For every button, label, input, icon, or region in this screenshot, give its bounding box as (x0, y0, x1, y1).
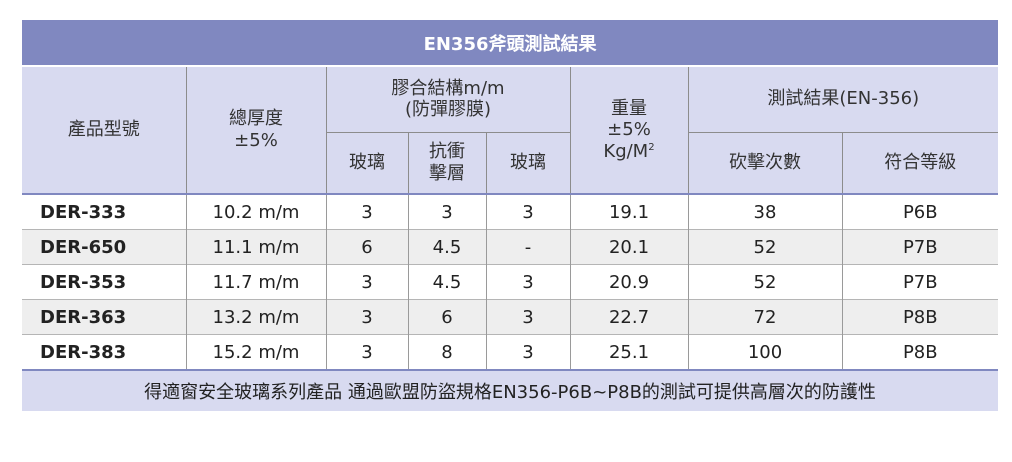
cell-glass-b: 3 (486, 334, 571, 370)
header-weight-tolerance: ±5% (607, 119, 651, 141)
header-thickness: 總厚度 ±5% (186, 66, 327, 194)
cell-glass-a: 3 (326, 334, 409, 370)
header-glass-a: 玻璃 (326, 132, 409, 194)
cell-grade: P7B (842, 229, 999, 265)
cell-weight: 20.1 (570, 229, 689, 265)
cell-glass-b: 3 (486, 264, 571, 300)
header-grade: 符合等級 (842, 132, 999, 194)
cell-strikes: 52 (688, 229, 843, 265)
header-bond-line2: 擊層 (429, 162, 465, 184)
cell-glass-a: 3 (326, 193, 409, 230)
cell-strikes: 72 (688, 299, 843, 335)
header-thickness-label: 總厚度 (229, 108, 283, 130)
cell-thickness: 13.2 m/m (186, 299, 327, 335)
header-structure: 膠合結構m/m (防彈膠膜) (326, 66, 571, 133)
cell-glass-a: 3 (326, 299, 409, 335)
cell-model: DER-383 (22, 334, 187, 370)
cell-bond: 6 (408, 299, 487, 335)
cell-glass-b: 3 (486, 299, 571, 335)
cell-glass-a: 3 (326, 264, 409, 300)
cell-grade: P6B (842, 193, 999, 230)
table-row: DER-333 10.2 m/m 3 3 3 19.1 38 P6B (22, 193, 999, 230)
cell-bond: 8 (408, 334, 487, 370)
cell-grade: P7B (842, 264, 999, 300)
cell-grade: P8B (842, 334, 999, 370)
header-glass-b: 玻璃 (486, 132, 571, 194)
header-structure-sub: (防彈膠膜) (404, 99, 492, 121)
cell-bond: 4.5 (408, 264, 487, 300)
cell-glass-b: - (486, 229, 571, 265)
cell-weight: 25.1 (570, 334, 689, 370)
header-weight-label: 重量 (611, 97, 647, 119)
cell-weight: 19.1 (570, 193, 689, 230)
cell-bond: 3 (408, 193, 487, 230)
table-row: DER-383 15.2 m/m 3 8 3 25.1 100 P8B (22, 334, 999, 370)
cell-model: DER-353 (22, 264, 187, 300)
en356-test-table: EN356斧頭測試結果 產品型號 總厚度 ±5% 膠合結構m/m (防彈膠膜) … (22, 20, 999, 411)
cell-model: DER-363 (22, 299, 187, 335)
cell-weight: 20.9 (570, 264, 689, 300)
table-footer-note: 得適窗安全玻璃系列產品 通過歐盟防盜規格EN356-P6B~P8B的測試可提供高… (22, 369, 999, 411)
header-weight: 重量 ±5% Kg/M2 (570, 66, 689, 194)
header-weight-unit: Kg/M2 (571, 141, 688, 163)
cell-thickness: 15.2 m/m (186, 334, 327, 370)
header-structure-label: 膠合結構m/m (391, 77, 505, 99)
header-weight-unit-exp: 2 (648, 141, 655, 153)
cell-strikes: 38 (688, 193, 843, 230)
cell-weight: 22.7 (570, 299, 689, 335)
cell-model: DER-333 (22, 193, 187, 230)
table-row: DER-650 11.1 m/m 6 4.5 - 20.1 52 P7B (22, 229, 999, 265)
cell-glass-b: 3 (486, 193, 571, 230)
header-bond: 抗衝 擊層 (408, 132, 487, 194)
cell-thickness: 11.7 m/m (186, 264, 327, 300)
header-strikes: 砍擊次數 (688, 132, 843, 194)
cell-strikes: 52 (688, 264, 843, 300)
table-row: DER-353 11.7 m/m 3 4.5 3 20.9 52 P7B (22, 264, 999, 300)
cell-grade: P8B (842, 299, 999, 335)
cell-thickness: 11.1 m/m (186, 229, 327, 265)
cell-model: DER-650 (22, 229, 187, 265)
header-model: 產品型號 (22, 66, 187, 194)
cell-glass-a: 6 (326, 229, 409, 265)
table-row: DER-363 13.2 m/m 3 6 3 22.7 72 P8B (22, 299, 999, 335)
cell-thickness: 10.2 m/m (186, 193, 327, 230)
header-thickness-tolerance: ±5% (234, 130, 278, 151)
cell-strikes: 100 (688, 334, 843, 370)
header-weight-unit-base: Kg/M (603, 140, 649, 162)
cell-bond: 4.5 (408, 229, 487, 265)
header-bond-line1: 抗衝 (429, 141, 465, 163)
header-result: 測試結果(EN-356) (688, 66, 999, 133)
table-title: EN356斧頭測試結果 (22, 20, 999, 67)
